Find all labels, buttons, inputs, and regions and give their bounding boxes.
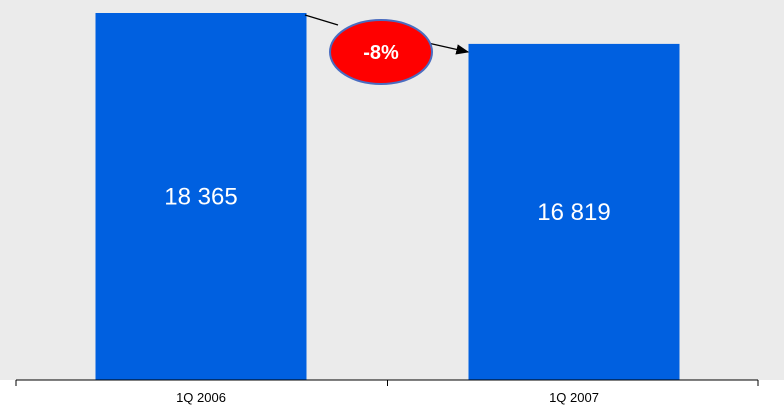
change-annotation: -8%: [304, 14, 470, 85]
bar-2: [468, 43, 680, 380]
x-tick-label-2: 1Q 2007: [549, 390, 599, 405]
x-tick-label-1: 1Q 2006: [176, 390, 226, 405]
arrow-line-right: [427, 42, 470, 55]
bar-value-label-2: 16 819: [537, 199, 610, 226]
bar-1: [95, 13, 307, 380]
arrow-line-left: [304, 14, 339, 26]
bar-value-label-1: 18 365: [164, 184, 237, 211]
change-badge-label: -8%: [363, 42, 399, 64]
change-badge: [329, 19, 433, 85]
